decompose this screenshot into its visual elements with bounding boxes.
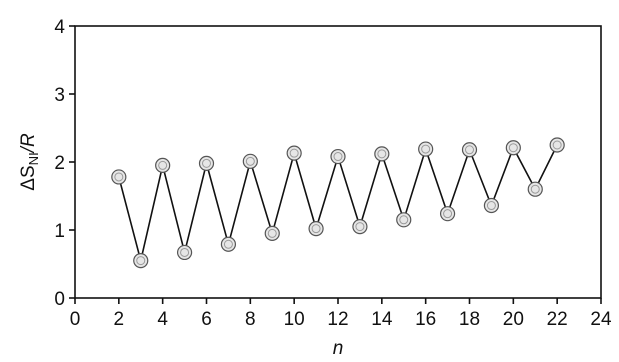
x-tick-label: 8 xyxy=(245,309,256,330)
y-tick-label: 2 xyxy=(54,153,65,174)
x-tick-label: 16 xyxy=(415,309,436,330)
data-point xyxy=(264,225,280,241)
data-point xyxy=(439,206,456,222)
x-tick-label: 12 xyxy=(327,309,348,330)
data-point xyxy=(133,253,149,269)
y-axis-title: ΔSNI/R xyxy=(18,133,41,191)
x-tick-label: 14 xyxy=(371,309,393,330)
data-point xyxy=(396,212,412,228)
y-tick-label: 0 xyxy=(54,289,65,310)
data-point xyxy=(483,197,500,214)
x-tick-label: 6 xyxy=(201,309,212,330)
data-point-inner xyxy=(311,224,321,234)
data-point-inner xyxy=(114,172,124,182)
x-tick-label: 4 xyxy=(157,309,168,330)
data-point-inner xyxy=(136,256,146,266)
data-point xyxy=(308,221,324,237)
data-point-inner xyxy=(355,222,365,232)
data-point xyxy=(461,142,478,158)
data-point xyxy=(111,169,127,185)
data-point xyxy=(418,141,434,157)
data-series xyxy=(111,137,565,269)
data-point-inner xyxy=(508,143,518,153)
data-point-inner xyxy=(377,149,387,159)
data-point-inner xyxy=(552,140,562,150)
data-point-inner xyxy=(180,247,190,257)
data-point xyxy=(330,148,346,165)
x-tick-label: 20 xyxy=(503,309,524,330)
data-point xyxy=(155,157,171,173)
data-point xyxy=(176,244,193,261)
x-axis-title: n xyxy=(333,338,344,359)
data-point xyxy=(198,155,215,171)
data-point xyxy=(374,146,390,162)
data-point-inner xyxy=(202,158,211,168)
y-tick-label: 4 xyxy=(54,17,65,38)
x-tick-label: 24 xyxy=(590,309,612,330)
y-tick-label: 1 xyxy=(54,221,65,242)
data-point xyxy=(505,140,521,156)
y-axis-title-subscript: NI xyxy=(26,152,41,165)
data-point xyxy=(549,137,565,153)
x-tick-label: 10 xyxy=(284,309,305,330)
data-point-inner xyxy=(267,228,277,238)
data-point-inner xyxy=(245,156,255,166)
y-tick-label: 3 xyxy=(54,85,65,106)
data-point xyxy=(220,236,237,252)
x-tick-label: 0 xyxy=(70,309,81,330)
y-axis-title-suffix: /R xyxy=(18,133,39,154)
data-point-inner xyxy=(158,160,168,170)
x-tick-label: 2 xyxy=(114,309,125,330)
data-point-inner xyxy=(421,144,431,154)
data-point-inner xyxy=(333,152,343,162)
data-point xyxy=(352,219,368,235)
data-point xyxy=(242,153,258,169)
data-point xyxy=(286,145,302,161)
data-point-inner xyxy=(486,201,496,211)
x-axis: 0 2 4 6 8 10 12 14 16 18 20 22 24 xyxy=(70,298,612,330)
data-point xyxy=(527,181,543,197)
data-point-inner xyxy=(223,239,233,249)
y-axis-title-prefix: ΔS xyxy=(18,165,39,190)
data-point-inner xyxy=(443,209,453,219)
data-point-inner xyxy=(530,184,540,194)
data-point-inner xyxy=(289,148,299,158)
x-tick-label: 18 xyxy=(459,309,480,330)
y-axis: 0 1 2 3 4 xyxy=(54,17,75,310)
data-point-inner xyxy=(465,145,474,155)
x-tick-label: 22 xyxy=(547,309,568,330)
data-point-inner xyxy=(399,215,409,225)
